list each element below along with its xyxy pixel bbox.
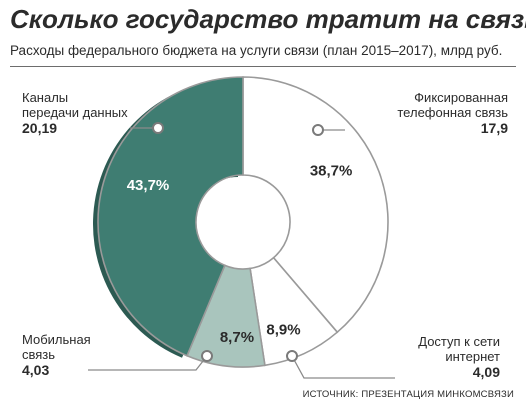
label-internet-line2: интернет (445, 349, 500, 364)
label-mobile-line1: Мобильная (22, 332, 91, 347)
label-data-channels-value: 20,19 (22, 120, 58, 136)
label-data-channels-line2: передачи данных (22, 105, 128, 120)
label-internet-line1: Доступ к сети (418, 334, 500, 349)
slice-fixed-telephony (242, 76, 389, 334)
leader-line-internet (291, 355, 395, 379)
label-data-channels-line1: Каналы (22, 90, 69, 105)
leader-line-mobile (88, 355, 208, 371)
source-note: ИСТОЧНИК: ПРЕЗЕНТАЦИЯ МИНКОМСВЯЗИ (302, 389, 514, 400)
chart-subtitle: Расходы федерального бюджета на услуги с… (10, 43, 503, 58)
label-mobile-line2: связь (22, 347, 56, 362)
slice-data-channels (97, 76, 244, 357)
header-divider (10, 66, 516, 67)
label-fixed-telephony: Фиксированная телефонная связь 17,9 (397, 90, 508, 137)
percent-data-channels: 43,7% (127, 177, 170, 194)
marker-mobile (201, 350, 213, 362)
label-fixed-telephony-value: 17,9 (480, 120, 508, 136)
label-mobile: Мобильная связь 4,03 (22, 332, 91, 379)
label-internet-value: 4,09 (472, 364, 500, 380)
percent-internet: 8,9% (266, 322, 300, 339)
label-fixed-telephony-line1: Фиксированная (414, 90, 508, 105)
marker-internet (286, 350, 298, 362)
label-internet: Доступ к сети интернет 4,09 (418, 334, 500, 381)
label-mobile-value: 4,03 (22, 362, 50, 378)
marker-fixed-telephony (312, 124, 324, 136)
marker-data-channels (152, 122, 164, 134)
percent-fixed-telephony: 38,7% (310, 163, 353, 180)
label-data-channels: Каналы передачи данных 20,19 (22, 90, 128, 137)
percent-mobile: 8,7% (220, 329, 254, 346)
chart-title: Сколько государство тратит на связь (10, 4, 526, 34)
label-fixed-telephony-line2: телефонная связь (397, 105, 508, 120)
